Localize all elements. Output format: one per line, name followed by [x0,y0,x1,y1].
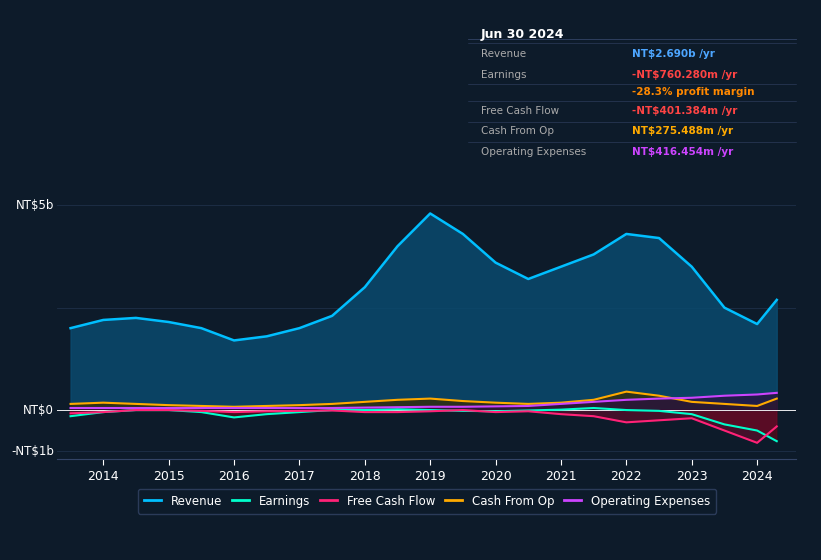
Text: -NT$760.280m /yr: -NT$760.280m /yr [632,70,737,80]
Text: Jun 30 2024: Jun 30 2024 [481,28,564,41]
Text: Cash From Op: Cash From Op [481,126,553,136]
Text: Revenue: Revenue [481,49,525,59]
Text: -28.3% profit margin: -28.3% profit margin [632,87,754,97]
Text: NT$275.488m /yr: NT$275.488m /yr [632,126,733,136]
Text: NT$2.690b /yr: NT$2.690b /yr [632,49,715,59]
Text: NT$5b: NT$5b [16,199,54,212]
Text: Free Cash Flow: Free Cash Flow [481,106,559,116]
Text: -NT$401.384m /yr: -NT$401.384m /yr [632,106,737,116]
Text: -NT$1b: -NT$1b [11,445,54,458]
Text: Operating Expenses: Operating Expenses [481,147,586,157]
Text: NT$0: NT$0 [23,404,54,417]
Text: NT$416.454m /yr: NT$416.454m /yr [632,147,733,157]
Text: Earnings: Earnings [481,70,526,80]
Legend: Revenue, Earnings, Free Cash Flow, Cash From Op, Operating Expenses: Revenue, Earnings, Free Cash Flow, Cash … [138,489,716,514]
